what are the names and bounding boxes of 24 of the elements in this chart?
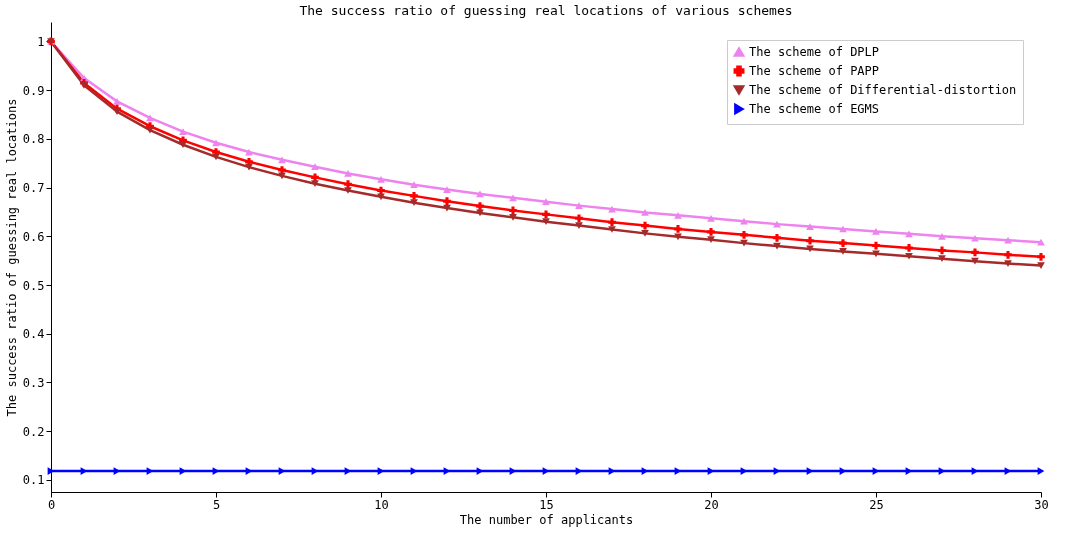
x-tick-label: 5 [212, 497, 221, 512]
legend-label: The scheme of Differential-distortion [749, 83, 1017, 97]
y-tick-label: 0.3 [22, 375, 45, 390]
x-tick-label: 30 [1034, 497, 1049, 512]
x-tick-label: 25 [869, 497, 884, 512]
x-tick-label: 10 [374, 497, 389, 512]
y-tick-label: 1 [37, 34, 45, 49]
y-tick-label: 0.7 [22, 181, 45, 196]
y-tick-label: 0.9 [22, 83, 45, 98]
y-tick-label: 0.6 [22, 229, 45, 244]
x-tick-label: 0 [47, 497, 56, 512]
legend-label: The scheme of PAPP [749, 64, 880, 78]
y-tick-label: 0.2 [22, 424, 45, 439]
y-tick-label: 0.1 [22, 473, 45, 488]
legend-label: The scheme of DPLP [749, 45, 880, 59]
y-axis-title: The success ratio of guessing real locations [4, 98, 19, 417]
legend-label: The scheme of EGMS [749, 102, 880, 116]
y-tick-label: 0.8 [22, 132, 45, 147]
chart-title: The success ratio of guessing real locations of various schemes [299, 3, 793, 18]
y-tick-label: 0.4 [22, 327, 45, 342]
x-axis-title: The number of applicants [459, 512, 634, 527]
x-tick-label: 20 [704, 497, 719, 512]
x-tick-label: 15 [539, 497, 554, 512]
y-tick-label: 0.5 [22, 278, 45, 293]
